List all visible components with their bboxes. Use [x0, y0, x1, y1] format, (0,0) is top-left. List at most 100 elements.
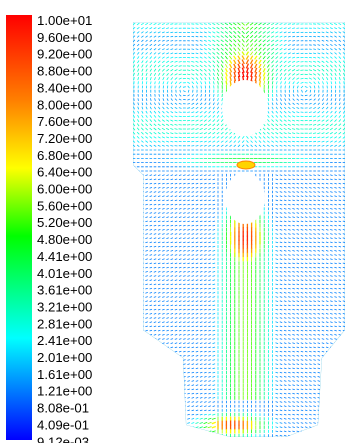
- velocity-vector: [162, 241, 165, 244]
- velocity-vector: [170, 401, 174, 403]
- velocity-vector: [304, 325, 308, 328]
- velocity-vector: [304, 376, 308, 378]
- velocity-vector: [275, 392, 279, 395]
- velocity-vector: [288, 313, 291, 315]
- velocity-vector: [145, 229, 148, 231]
- velocity-vector: [283, 350, 287, 353]
- velocity-vector: [166, 283, 169, 286]
- velocity-vector: [338, 48, 342, 51]
- velocity-vector: [338, 199, 342, 202]
- velocity-vector: [325, 35, 329, 38]
- velocity-vector: [300, 329, 304, 332]
- velocity-vector: [191, 359, 195, 361]
- velocity-vector: [141, 64, 144, 68]
- velocity-vector: [153, 182, 157, 185]
- velocity-vector: [136, 367, 140, 370]
- velocity-vector: [267, 106, 270, 110]
- velocity-vector: [271, 27, 275, 30]
- velocity-vector: [204, 313, 207, 315]
- velocity-vector: [330, 275, 333, 277]
- velocity-vector: [283, 405, 287, 407]
- velocity-vector: [342, 241, 345, 244]
- velocity-vector: [317, 250, 321, 252]
- velocity-vector: [258, 131, 262, 135]
- velocity-vector: [317, 363, 321, 365]
- velocity-vector: [279, 127, 283, 131]
- velocity-vector: [220, 35, 224, 38]
- velocity-vector: [170, 376, 174, 378]
- velocity-vector: [275, 52, 279, 55]
- color-legend: 1.00e+019.60e+009.20e+008.80e+008.40e+00…: [6, 13, 92, 443]
- velocity-vector: [161, 140, 165, 143]
- velocity-vector: [271, 51, 275, 55]
- velocity-vector: [162, 317, 165, 319]
- velocity-vector: [187, 233, 190, 235]
- velocity-vector: [309, 287, 312, 290]
- velocity-vector: [186, 69, 191, 71]
- velocity-vector: [178, 195, 182, 197]
- velocity-vector: [162, 39, 165, 42]
- velocity-vector: [166, 203, 169, 206]
- velocity-vector: [283, 380, 287, 382]
- velocity-vector: [313, 220, 316, 223]
- velocity-vector: [300, 233, 304, 235]
- velocity-vector: [149, 191, 153, 193]
- velocity-vector: [157, 367, 161, 370]
- velocity-vector: [178, 363, 182, 365]
- velocity-vector: [136, 212, 140, 214]
- velocity-vector: [292, 371, 295, 374]
- velocity-vector: [326, 102, 329, 106]
- velocity-vector: [187, 182, 190, 185]
- velocity-vector: [317, 233, 321, 235]
- velocity-vector: [216, 72, 220, 77]
- velocity-vector: [136, 376, 140, 378]
- velocity-vector: [191, 392, 195, 395]
- velocity-vector: [204, 237, 207, 239]
- velocity-vector: [296, 388, 300, 391]
- velocity-vector: [338, 195, 342, 197]
- velocity-vector: [157, 48, 161, 51]
- velocity-vector: [296, 413, 300, 416]
- velocity-vector: [145, 241, 148, 244]
- velocity-vector: [174, 388, 178, 391]
- velocity-vector: [330, 77, 333, 81]
- velocity-vector: [174, 216, 178, 218]
- velocity-vector: [157, 380, 161, 382]
- velocity-vector: [262, 43, 266, 47]
- velocity-vector: [133, 388, 136, 391]
- velocity-vector: [258, 35, 262, 39]
- velocity-vector: [309, 220, 312, 223]
- velocity-vector: [178, 346, 182, 349]
- velocity-vector: [304, 304, 308, 307]
- velocity-vector: [275, 132, 279, 135]
- velocity-vector: [136, 363, 140, 365]
- velocity-vector: [279, 110, 283, 114]
- velocity-vector: [212, 187, 216, 189]
- velocity-vector: [212, 397, 216, 399]
- velocity-vector: [212, 68, 216, 72]
- velocity-vector: [292, 23, 296, 25]
- velocity-vector: [342, 321, 345, 323]
- velocity-vector: [145, 271, 148, 273]
- velocity-vector: [334, 140, 338, 143]
- velocity-vector: [217, 76, 219, 81]
- velocity-vector: [187, 380, 190, 382]
- velocity-vector: [313, 317, 316, 319]
- velocity-vector: [292, 203, 295, 206]
- velocity-vector: [204, 224, 207, 227]
- velocity-vector: [342, 422, 345, 424]
- velocity-vector: [271, 110, 274, 114]
- velocity-vector: [162, 191, 165, 193]
- velocity-vector: [343, 98, 345, 101]
- velocity-vector: [258, 67, 262, 73]
- velocity-vector: [170, 262, 174, 265]
- velocity-vector: [145, 191, 148, 193]
- velocity-vector: [321, 371, 325, 374]
- velocity-vector: [212, 131, 216, 135]
- velocity-vector: [321, 296, 325, 298]
- velocity-vector: [195, 262, 199, 265]
- velocity-vector: [279, 275, 283, 277]
- velocity-vector: [325, 44, 329, 46]
- velocity-vector: [204, 388, 207, 391]
- velocity-vector: [141, 123, 144, 127]
